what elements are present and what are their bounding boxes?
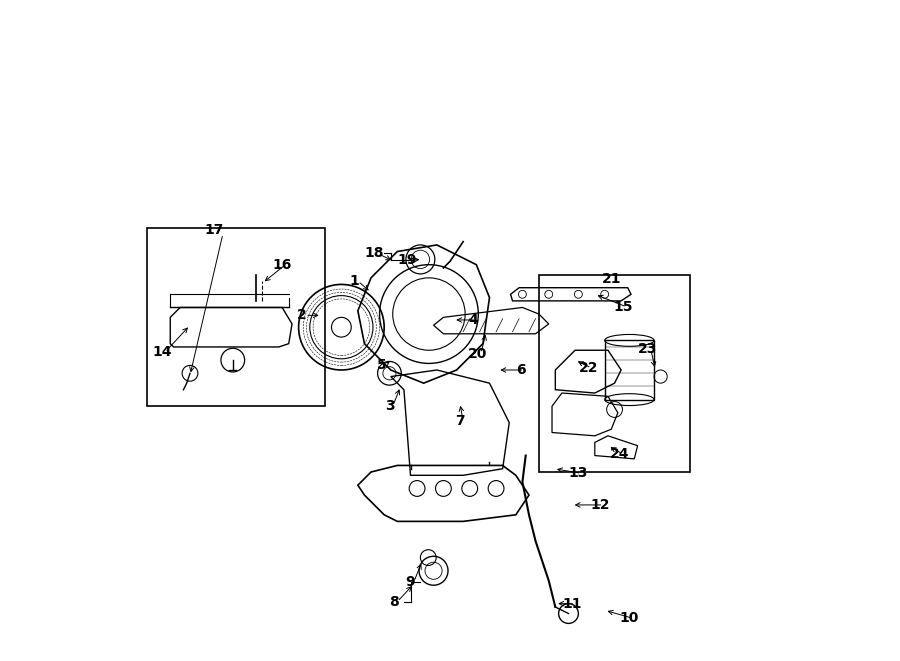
- Text: 1: 1: [350, 274, 359, 288]
- Text: 7: 7: [455, 414, 464, 428]
- Text: 11: 11: [562, 597, 581, 611]
- Text: 24: 24: [610, 447, 630, 461]
- Text: 19: 19: [398, 253, 417, 267]
- Text: 21: 21: [601, 272, 621, 286]
- Text: 3: 3: [384, 399, 394, 413]
- Text: 10: 10: [619, 611, 639, 625]
- Text: 2: 2: [297, 309, 307, 323]
- Text: 17: 17: [204, 223, 224, 237]
- Text: 12: 12: [590, 498, 610, 512]
- Text: 22: 22: [579, 361, 598, 375]
- Text: 16: 16: [273, 258, 292, 272]
- Bar: [605, 340, 654, 400]
- Text: 4: 4: [468, 313, 478, 327]
- Text: 18: 18: [364, 247, 384, 260]
- Text: 6: 6: [517, 363, 526, 377]
- Text: 5: 5: [377, 358, 387, 371]
- Bar: [539, 274, 690, 472]
- Text: 14: 14: [152, 345, 171, 359]
- Text: 8: 8: [389, 595, 399, 609]
- Text: 15: 15: [614, 300, 633, 314]
- Text: 9: 9: [406, 575, 415, 589]
- Text: 23: 23: [638, 342, 657, 356]
- Text: 13: 13: [569, 466, 588, 481]
- Bar: [148, 229, 325, 407]
- Text: 20: 20: [468, 346, 487, 360]
